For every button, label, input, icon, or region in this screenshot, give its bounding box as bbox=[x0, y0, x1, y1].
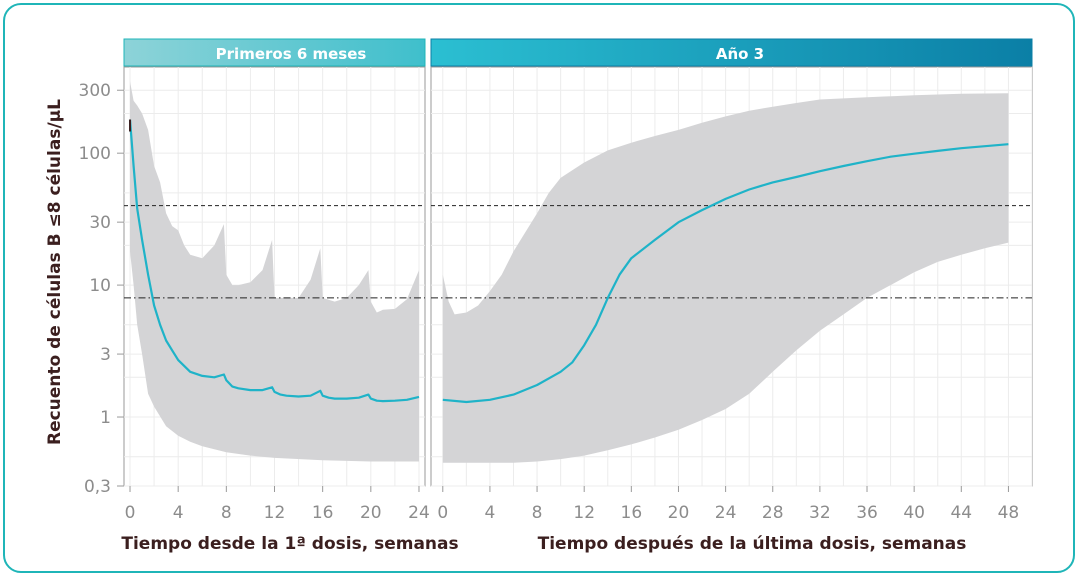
panel-header-left bbox=[123, 38, 426, 67]
median-line bbox=[128, 119, 420, 403]
y-axis-title: Recuento de células B ≤8 células/µL bbox=[45, 99, 65, 445]
x-tick-label: 20 bbox=[360, 503, 382, 523]
x-tick-label: 12 bbox=[264, 503, 286, 523]
y-tick-label: 10 bbox=[89, 276, 111, 296]
y-tick-label: 3 bbox=[100, 345, 111, 365]
x-tick-label: 32 bbox=[809, 503, 831, 523]
x-tick-label: 20 bbox=[668, 503, 690, 523]
y-tick-label: 0,3 bbox=[84, 477, 111, 497]
x-tick-label: 28 bbox=[762, 503, 784, 523]
x-tick-label: 40 bbox=[903, 503, 925, 523]
panel-title-left: Primeros 6 meses bbox=[216, 45, 367, 63]
range-band bbox=[442, 93, 1009, 463]
panel-header-right bbox=[430, 38, 1033, 67]
x-tick-label: 0 bbox=[125, 503, 136, 523]
x-axis-title-left: Tiempo desde la 1ª dosis, semanas bbox=[121, 534, 458, 554]
x-tick-label: 44 bbox=[950, 503, 972, 523]
y-tick-label: 300 bbox=[79, 81, 111, 101]
x-tick-label: 36 bbox=[856, 503, 878, 523]
y-tick-label: 1 bbox=[100, 408, 111, 428]
median-line bbox=[442, 143, 1009, 404]
x-tick-label: 4 bbox=[173, 503, 184, 523]
x-tick-label: 4 bbox=[485, 503, 496, 523]
x-axis-title-right: Tiempo después de la última dosis, seman… bbox=[538, 534, 967, 554]
x-tick-label: 24 bbox=[408, 503, 430, 523]
x-tick-label: 24 bbox=[715, 503, 737, 523]
x-tick-label: 48 bbox=[998, 503, 1020, 523]
x-tick-label: 8 bbox=[221, 503, 232, 523]
y-tick-label: 100 bbox=[79, 144, 111, 164]
x-tick-label: 8 bbox=[532, 503, 543, 523]
range-band bbox=[130, 81, 419, 462]
panel-title-right: Año 3 bbox=[716, 45, 764, 63]
x-tick-label: 12 bbox=[573, 503, 595, 523]
x-tick-label: 16 bbox=[312, 503, 334, 523]
y-tick-label: 30 bbox=[89, 213, 111, 233]
x-tick-label: 0 bbox=[437, 503, 448, 523]
x-tick-label: 16 bbox=[621, 503, 643, 523]
